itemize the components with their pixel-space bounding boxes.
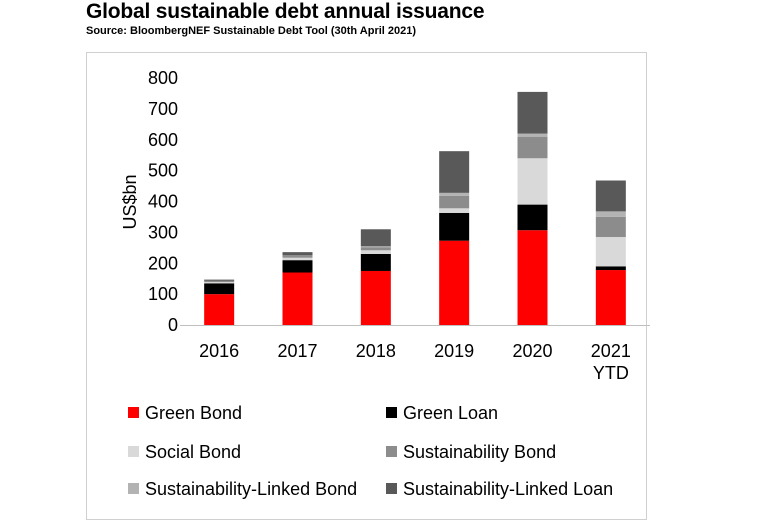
bar-segment-social-bond [360, 250, 391, 254]
y-tick-label: 600 [148, 130, 178, 150]
x-tick-label: 2021 [591, 341, 631, 361]
bar-segment-sustainability-bond [360, 247, 391, 251]
bar-segment-sustainability-linked-loan [282, 252, 313, 256]
chart-title: Global sustainable debt annual issuance [86, 0, 485, 23]
chart-frame [86, 52, 647, 520]
bar-segment-sustainability-linked-loan [517, 91, 548, 134]
bar-segment-sustainability-bond [204, 280, 235, 283]
y-tick-label: 0 [168, 315, 178, 335]
bar-segment-green-loan [595, 266, 626, 271]
legend-label: Green Loan [403, 403, 498, 423]
bar-segment-green-bond [439, 240, 470, 325]
legend-label: Sustainability-Linked Bond [145, 479, 357, 499]
y-tick-label: 100 [148, 284, 178, 304]
bar-segment-sustainability-linked-loan [204, 279, 235, 281]
chart-subtitle: Source: BloombergNEF Sustainable Debt To… [86, 25, 417, 37]
bar-segment-sustainability-bond [595, 216, 626, 238]
bar-segment-sustainability-linked-bond [595, 211, 626, 217]
bar-segment-social-bond [282, 257, 313, 261]
y-tick-label: 300 [148, 222, 178, 242]
y-tick-label: 800 [148, 68, 178, 88]
legend-swatch [128, 446, 139, 457]
legend-label: Sustainability-Linked Loan [403, 479, 613, 499]
bar-segment-green-loan [360, 253, 391, 271]
legend-label: Green Bond [145, 403, 242, 423]
bar-segment-green-loan [282, 260, 313, 273]
bar-segment-green-loan [439, 212, 470, 241]
legend-swatch [386, 407, 397, 418]
x-tick-label: 2016 [199, 341, 239, 361]
x-tick-label: 2019 [434, 341, 474, 361]
x-tick-label: 2018 [356, 341, 396, 361]
bar-segment-green-bond [595, 270, 626, 325]
y-tick-label: 700 [148, 99, 178, 119]
legend-label: Social Bond [145, 442, 241, 462]
legend-swatch [386, 446, 397, 457]
x-tick-label: 2017 [277, 341, 317, 361]
bar-segment-social-bond [517, 158, 548, 205]
legend-swatch [128, 407, 139, 418]
bar-segment-social-bond [439, 208, 470, 213]
bar-segment-green-bond [282, 272, 313, 325]
bar-segment-sustainability-linked-loan [360, 229, 391, 247]
y-tick-label: 400 [148, 192, 178, 212]
bar-segment-green-bond [204, 294, 235, 325]
bar-segment-sustainability-linked-loan [595, 180, 626, 212]
bar-segment-sustainability-linked-bond [439, 192, 470, 196]
bar-segment-sustainability-bond [517, 136, 548, 159]
y-tick-label: 200 [148, 253, 178, 273]
bar-segment-sustainability-linked-bond [517, 133, 548, 137]
bar-segment-green-loan [517, 204, 548, 231]
bar-segment-sustainability-bond [282, 255, 313, 258]
y-axis-title: US$bn [120, 174, 140, 229]
legend-swatch [128, 483, 139, 494]
legend-swatch [386, 483, 397, 494]
bar-segment-sustainability-bond [439, 195, 470, 209]
x-tick-label: YTD [593, 363, 629, 383]
bar-segment-sustainability-linked-bond [360, 246, 391, 248]
x-tick-label: 2020 [512, 341, 552, 361]
bar-segment-social-bond [595, 237, 626, 267]
legend-label: Sustainability Bond [403, 442, 556, 462]
bar-segment-green-loan [204, 283, 235, 295]
bar-segment-social-bond [204, 282, 235, 284]
bar-segment-green-bond [360, 270, 391, 325]
bar-segment-sustainability-linked-loan [439, 151, 470, 193]
bar-segment-green-bond [517, 230, 548, 325]
y-tick-label: 500 [148, 161, 178, 181]
